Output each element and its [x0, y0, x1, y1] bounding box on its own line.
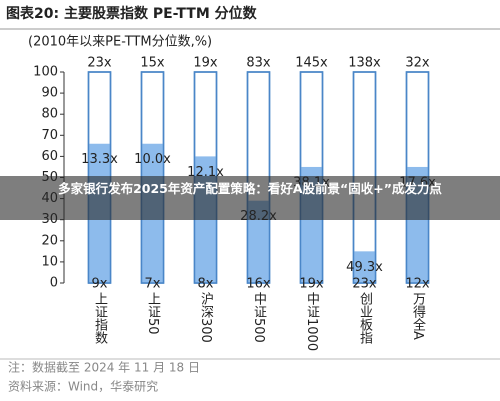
max-label: 145x	[295, 56, 328, 71]
y-tick-label: 0	[50, 276, 58, 291]
min-label: 7x	[145, 277, 161, 292]
news-banner: 多家银行发布2025年资产配置策略：看好A股前景“固收+”成发力点	[0, 176, 500, 220]
y-tick-label: 60	[41, 149, 58, 164]
source: 资料来源：Wind，华泰研究	[8, 379, 158, 394]
min-label: 8x	[198, 277, 214, 292]
max-label: 83x	[246, 56, 271, 71]
x-tick-label: 上证指数	[92, 292, 108, 344]
y-tick-label: 20	[41, 233, 58, 248]
max-label: 23x	[87, 56, 112, 71]
max-label: 32x	[405, 56, 430, 71]
max-label: 138x	[348, 56, 381, 71]
min-label: 16x	[246, 277, 271, 292]
bar	[247, 200, 270, 283]
x-tick-label: 创业板指	[357, 292, 373, 344]
y-tick-label: 100	[33, 65, 58, 80]
x-tick-label: 中证500	[251, 292, 267, 343]
current-label: 10.0x	[134, 152, 171, 167]
x-tick-label: 上证50	[145, 292, 161, 335]
chart-subtitle: (2010年以来PE-TTM分位数,%)	[28, 35, 212, 50]
max-label: 15x	[140, 56, 165, 71]
y-tick-label: 10	[41, 254, 58, 269]
min-label: 19x	[299, 277, 324, 292]
x-tick-label: 万得全A	[410, 292, 426, 340]
current-label: 49.3x	[346, 260, 383, 275]
note: 注：数据截至 2024 年 11 月 18 日	[8, 360, 200, 375]
min-label: 9x	[92, 277, 108, 292]
y-tick-label: 80	[41, 107, 58, 122]
bar	[353, 251, 376, 283]
x-tick-label: 沪深300	[198, 291, 214, 342]
chart-title: 图表20: 主要股票指数 PE-TTM 分位数	[6, 5, 258, 22]
current-label: 13.3x	[81, 152, 118, 167]
x-tick-label: 中证1000	[304, 292, 320, 351]
min-label: 23x	[352, 277, 377, 292]
y-tick-label: 90	[41, 86, 58, 101]
max-label: 19x	[193, 56, 218, 71]
y-tick-label: 70	[41, 128, 58, 143]
min-label: 12x	[405, 277, 430, 292]
